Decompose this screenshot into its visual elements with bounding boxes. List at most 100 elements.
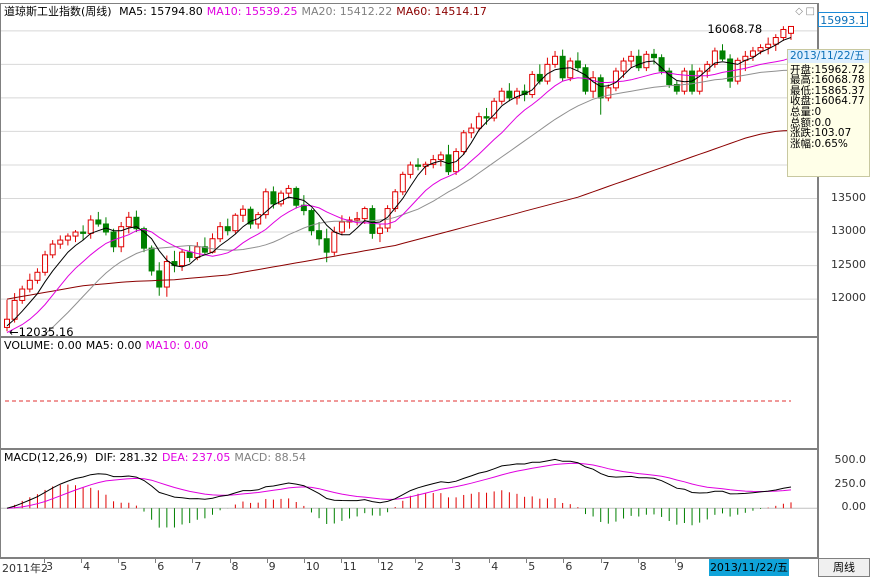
candle-body [34,271,41,281]
info-row: 涨幅:0.65% [790,137,848,150]
macd-tick-label: 500.0 [834,453,867,467]
candle-body [239,208,246,216]
info-row: 开盘:15962.72 [790,63,865,76]
x-tick-mark [526,559,528,563]
candle-body [354,218,361,221]
candle-body [19,288,26,301]
candle-body [666,70,673,85]
x-tick-label: 9 [676,560,684,573]
candle-body [217,226,224,240]
candle-body [331,231,338,253]
candle-body [727,58,734,82]
x-tick-mark [674,559,676,563]
info-row: 总量:0 [790,105,822,118]
candle-body [788,25,794,34]
candle-body [559,55,566,79]
diamond-icon[interactable]: ◇ [795,6,803,17]
x-tick-label: 9 [268,560,276,573]
candle-body [628,55,635,62]
x-tick-mark [600,559,602,563]
candle-body [262,191,269,216]
x-tick-label: 4 [491,560,499,573]
last-price-label: 15993.1 [818,12,868,27]
candle-body [163,261,170,288]
price-pane[interactable]: 道琼斯工业指数(周线) MA5: 15794.80 MA10: 15539.25 M… [0,3,818,339]
x-tick-label: 12 [379,560,394,573]
ma20-line [42,69,792,336]
square-icon[interactable]: □ [805,6,815,17]
candle-body [536,73,543,82]
price-tick-label: 13500 [831,190,866,204]
macd-tick-label: 0.00 [841,500,867,514]
x-tick-label: 5 [528,560,536,573]
candle-body [506,90,513,99]
x-tick-mark [489,559,491,563]
label-ma5: MA5: 15794.80 [119,5,203,18]
x-tick-label: 5 [120,560,128,573]
x-tick-mark [452,559,454,563]
candle-body [552,55,559,65]
candle-body [650,53,657,59]
candle-body [415,164,422,167]
candle-body [141,228,148,249]
x-tick-label: 3 [454,560,462,573]
label-ma60: MA60: 14514.17 [396,5,487,18]
info-box: 2013/11/22/五 开盘:15962.72 最高:16068.78 最低:15… [787,49,870,177]
candle-body [247,208,254,225]
candle-body [293,187,300,206]
volume-pane[interactable]: VOLUME: 0.00 MA5: 0.00 MA10: 0.00 [0,337,818,449]
candle-body [597,77,604,99]
x-tick-label: 4 [83,560,91,573]
price-header: 道琼斯工业指数(周线) MA5: 15794.80 MA10: 15539.25 M… [4,5,495,19]
x-tick-label: 2011年2 [2,562,48,575]
price-tick-label: 13000 [831,224,866,238]
x-tick-label: 7 [602,560,610,573]
price-tick-label: 12000 [831,291,866,305]
x-tick-mark [118,559,120,563]
candle-body [87,219,94,234]
candle-body [57,239,64,245]
macd-label-dea: DEA: 237.05 [161,451,231,464]
x-tick-mark [303,559,305,563]
info-row: 收盘:16064.77 [790,95,865,108]
dea-line [6,462,792,509]
candle-body [49,243,56,256]
price-chart[interactable] [1,4,817,336]
candle-body [529,73,536,96]
candle-body [42,254,49,273]
x-axis: 2011年2 3 4 5 6 7 8 9 10 11 12 2 3 4 5 6 7 8 9 [0,558,818,577]
volume-chart [5,400,791,402]
candle-body [772,37,779,45]
candle-body [635,55,642,69]
candle-body [278,192,285,205]
price-tick-label: 12500 [831,257,866,271]
info-row: 最低:15865.37 [790,84,865,97]
x-tick-mark [229,559,231,563]
candle-body [80,231,87,234]
candle-body [156,270,163,288]
macd-pane[interactable]: MACD(12,26,9) DIF: 281.32 DEA: 237.05 MACD… [0,449,818,558]
candle-body [399,173,406,193]
candle-body [323,238,330,253]
candle-body [658,57,665,72]
volume-header: VOLUME: 0.00 MA5: 0.00 MA10: 0.00 [4,339,212,353]
candle-body [224,226,231,232]
candle-body [64,235,71,241]
vol-label-volume: VOLUME: 0.00 [4,339,82,352]
candle-body [232,214,239,232]
x-tick-mark [415,559,416,563]
x-tick-label: 6 [157,560,165,573]
x-tick-mark [340,559,342,563]
candle-body [567,60,574,79]
macd-chart [1,458,817,528]
info-row: 涨跌:103.07 [790,127,852,140]
x-tick-label: 2 [417,560,424,573]
candle-body [179,251,186,267]
ma5-line [6,37,792,327]
candle-body [711,50,718,65]
price-title: 道琼斯工业指数(周线) [4,5,112,18]
high-annotation: 16068.78 [707,22,763,37]
period-button[interactable]: 周线 [818,558,870,577]
volume-axis [818,337,870,449]
macd-tick-label: 250.0 [834,476,867,490]
